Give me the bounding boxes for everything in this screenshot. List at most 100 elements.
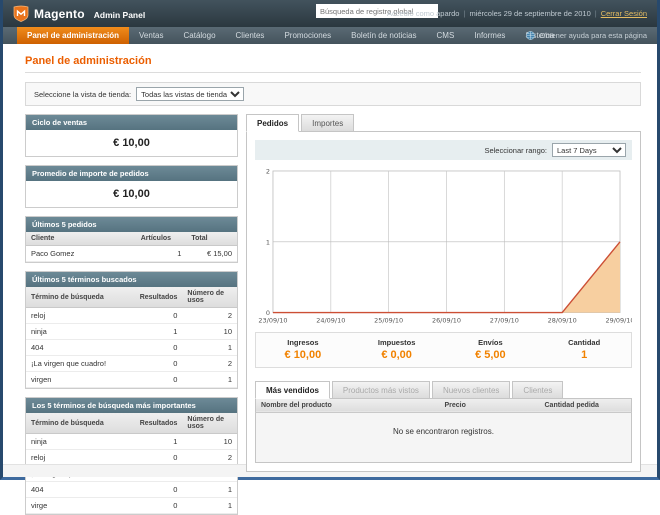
col-header: Artículos xyxy=(136,232,187,246)
help-link[interactable]: Obtener ayuda para esta página xyxy=(526,27,647,44)
tab-clientes[interactable]: Clientes xyxy=(512,381,563,399)
tab-importes[interactable]: Importes xyxy=(301,114,354,132)
cell-term: 404 xyxy=(26,340,135,356)
last-search-terms-box: Últimos 5 términos buscados Término de b… xyxy=(25,271,238,389)
average-orders-title: Promedio de importe de pedidos xyxy=(26,166,237,181)
store-view-bar: Seleccione la vista de tienda: Todas las… xyxy=(25,82,641,106)
col-header: Número de usos xyxy=(182,287,237,308)
table-row[interactable]: 404 0 1 xyxy=(26,340,237,356)
store-view-select[interactable]: Todas las vistas de tienda xyxy=(136,87,244,101)
stat-cantidad: Cantidad 1 xyxy=(537,333,631,367)
last-orders-table: Cliente Artículos Total Paco Gomez 1 € 1… xyxy=(26,232,237,262)
svg-text:2: 2 xyxy=(266,167,270,175)
cell-term: ninja xyxy=(26,324,135,340)
svg-text:26/09/10: 26/09/10 xyxy=(432,317,461,325)
nav-item-cms[interactable]: CMS xyxy=(427,27,465,44)
left-column: Ciclo de ventas € 10,00 Promedio de impo… xyxy=(25,114,238,515)
col-header: Precio xyxy=(440,398,540,412)
col-header: Nombre del producto xyxy=(256,398,440,412)
nav-item-boletin[interactable]: Boletín de noticias xyxy=(341,27,426,44)
cell-results: 0 xyxy=(135,308,183,324)
nav-item-clientes[interactable]: Clientes xyxy=(226,27,275,44)
tab-nuevos-clientes[interactable]: Nuevos clientes xyxy=(432,381,510,399)
table-row[interactable]: virgen 0 1 xyxy=(26,372,237,388)
cell-results: 1 xyxy=(135,324,183,340)
current-date: miércoles 29 de septiembre de 2010 xyxy=(469,9,590,18)
col-header: Término de búsqueda xyxy=(26,287,135,308)
last-search-terms-title: Últimos 5 términos buscados xyxy=(26,272,237,287)
header-meta: Accedió como apardo | miércoles 29 de se… xyxy=(387,0,647,27)
dashboard-main: Ciclo de ventas € 10,00 Promedio de impo… xyxy=(25,114,641,515)
cell-customer: Paco Gomez xyxy=(26,246,136,262)
svg-text:1: 1 xyxy=(266,238,270,246)
svg-text:28/09/10: 28/09/10 xyxy=(548,317,577,325)
cell-uses: 2 xyxy=(182,356,237,372)
stat-value: € 10,00 xyxy=(256,349,350,361)
table-row[interactable]: virge 0 1 xyxy=(26,498,237,514)
cell-results: 0 xyxy=(135,498,183,514)
page-content: Panel de administración Seleccione la vi… xyxy=(3,44,657,515)
page-title: Panel de administración xyxy=(25,55,641,67)
store-view-label: Seleccione la vista de tienda: xyxy=(34,90,131,99)
cell-term: virgen xyxy=(26,372,135,388)
separator: | xyxy=(595,9,597,18)
table-row[interactable]: 404 0 1 xyxy=(26,482,237,498)
col-header: Cantidad pedida xyxy=(540,398,632,412)
nav-item-promociones[interactable]: Promociones xyxy=(274,27,341,44)
cell-term: ninja xyxy=(26,434,135,450)
top-search-terms-box: Los 5 términos de búsqueda más important… xyxy=(25,397,238,515)
lifetime-sales-title: Ciclo de ventas xyxy=(26,115,237,130)
lifetime-sales-box: Ciclo de ventas € 10,00 xyxy=(25,114,238,157)
cell-uses: 1 xyxy=(182,482,237,498)
col-header: Resultados xyxy=(135,413,183,434)
cell-results: 1 xyxy=(135,434,183,450)
magento-logo: Magento Admin Panel xyxy=(13,5,145,22)
nav-item-dashboard[interactable]: Panel de administración xyxy=(17,27,129,44)
range-label: Seleccionar rango: xyxy=(484,146,547,155)
average-orders-box: Promedio de importe de pedidos € 10,00 xyxy=(25,165,238,208)
orders-panel: Seleccionar rango: Last 7 Days 01223/09/… xyxy=(246,131,641,472)
logged-in-as: Accedió como apardo xyxy=(387,9,460,18)
cell-uses: 10 xyxy=(182,434,237,450)
last-search-terms-table: Término de búsqueda Resultados Número de… xyxy=(26,287,237,388)
table-row[interactable]: ninja 1 10 xyxy=(26,324,237,340)
tab-pedidos[interactable]: Pedidos xyxy=(246,114,299,132)
table-row[interactable]: Paco Gomez 1 € 15,00 xyxy=(26,246,237,262)
nav-item-informes[interactable]: Informes xyxy=(464,27,515,44)
table-row[interactable]: reloj 0 2 xyxy=(26,308,237,324)
tab-productos-mas-vistos[interactable]: Productos más vistos xyxy=(332,381,430,399)
svg-text:24/09/10: 24/09/10 xyxy=(316,317,345,325)
main-nav: Panel de administración Ventas Catálogo … xyxy=(3,27,657,44)
svg-text:27/09/10: 27/09/10 xyxy=(490,317,519,325)
col-header: Número de usos xyxy=(182,413,237,434)
products-table: Nombre del producto Precio Cantidad pedi… xyxy=(255,398,632,463)
cell-term: virge xyxy=(26,498,135,514)
nav-item-ventas[interactable]: Ventas xyxy=(129,27,173,44)
right-column: Pedidos Importes Seleccionar rango: Last… xyxy=(246,114,641,472)
cell-results: 0 xyxy=(135,372,183,388)
table-row[interactable]: ¡La virgen que cuadro! 0 2 xyxy=(26,356,237,372)
cell-uses: 1 xyxy=(182,498,237,514)
cell-results: 0 xyxy=(135,340,183,356)
col-header: Cliente xyxy=(26,232,136,246)
cell-total: € 15,00 xyxy=(186,246,237,262)
product-report-tabs: Más vendidos Productos más vistos Nuevos… xyxy=(255,381,632,398)
cell-uses: 1 xyxy=(182,372,237,388)
table-row[interactable]: ninja 1 10 xyxy=(26,434,237,450)
tab-mas-vendidos[interactable]: Más vendidos xyxy=(255,381,330,399)
cell-term: ¡La virgen que cuadro! xyxy=(26,356,135,372)
cell-results: 0 xyxy=(135,356,183,372)
cell-results: 0 xyxy=(135,482,183,498)
nav-item-catalogo[interactable]: Catálogo xyxy=(174,27,226,44)
range-select[interactable]: Last 7 Days xyxy=(552,143,626,157)
help-label: Obtener ayuda para esta página xyxy=(539,31,647,40)
col-header: Total xyxy=(186,232,237,246)
stat-envios: Envíos € 5,00 xyxy=(444,333,538,367)
totals-bar: Ingresos € 10,00 Impuestos € 0,00 Envíos… xyxy=(255,332,632,368)
logout-link[interactable]: Cerrar Sesión xyxy=(601,9,647,18)
svg-text:25/09/10: 25/09/10 xyxy=(374,317,403,325)
stat-value: 1 xyxy=(537,349,631,361)
globe-icon xyxy=(526,31,535,40)
lifetime-sales-value: € 10,00 xyxy=(26,130,237,156)
last-orders-title: Últimos 5 pedidos xyxy=(26,217,237,232)
